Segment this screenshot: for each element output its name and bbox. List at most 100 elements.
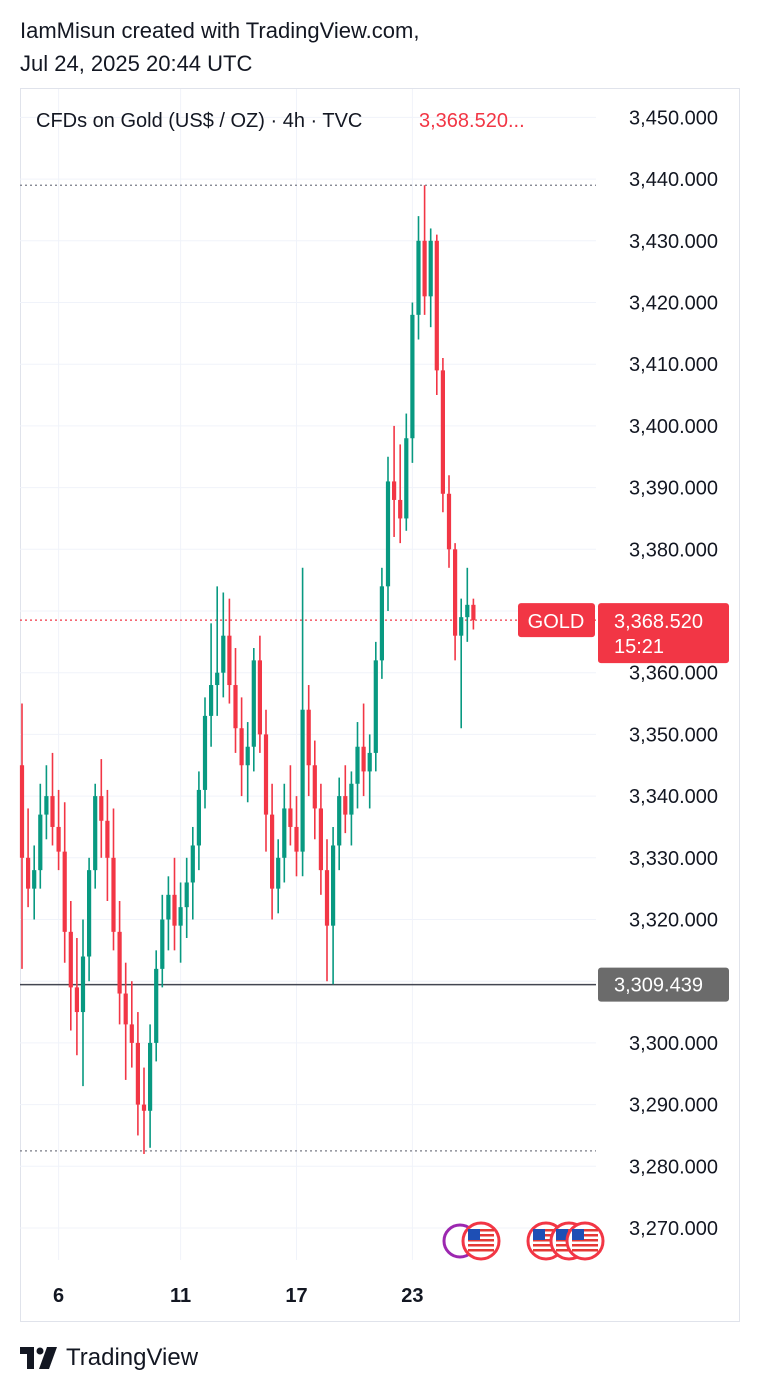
candle: [93, 783, 98, 889]
candle: [105, 789, 110, 901]
price-tick-label: 3,300.000: [629, 1033, 718, 1055]
level-price-badge: [598, 967, 729, 1002]
flag-canton: [533, 1229, 545, 1240]
candle: [379, 567, 384, 679]
flag-stripe: [468, 1249, 494, 1252]
candle-body: [135, 1042, 140, 1105]
footer: TradingView: [20, 1342, 198, 1374]
candle-body: [453, 549, 458, 636]
candle-body: [160, 919, 165, 969]
candle-body: [38, 814, 43, 871]
candle: [349, 771, 354, 846]
candle: [288, 765, 293, 846]
candle-body: [385, 481, 391, 587]
candle-body: [209, 685, 214, 716]
candle-body: [32, 870, 37, 889]
candle: [257, 635, 262, 753]
candle-body: [251, 660, 256, 747]
candle: [80, 919, 86, 1087]
candle: [385, 456, 391, 611]
candle: [123, 962, 128, 1080]
flag-stripe: [468, 1229, 494, 1232]
candle: [221, 592, 226, 698]
candle: [87, 857, 92, 982]
candle: [373, 641, 378, 772]
flag-us-icon: [565, 1221, 605, 1261]
candle: [276, 839, 281, 914]
symbol-name-badge: [518, 603, 595, 638]
price-tick-label: 3,380.000: [629, 539, 718, 561]
candle-body: [367, 752, 372, 772]
price-tick-label: 3,410.000: [629, 354, 718, 376]
candle: [135, 1012, 140, 1136]
candle-body: [190, 845, 195, 883]
flag-stripe: [572, 1229, 598, 1232]
candle: [50, 752, 55, 846]
grid-lines: [20, 89, 596, 1260]
candle: [355, 722, 360, 809]
candle: [154, 950, 159, 1062]
candle: [306, 685, 311, 797]
timestamp-line: Jul 24, 2025 20:44 UTC: [20, 51, 253, 76]
candle-body: [288, 808, 293, 827]
candle-body: [80, 956, 86, 1013]
flag-stripe: [468, 1234, 494, 1237]
candle-body: [227, 635, 232, 686]
candle: [166, 876, 171, 951]
time-axis: 6 11 17 23: [53, 1285, 423, 1307]
candle: [56, 789, 61, 871]
brand-name: TradingView: [66, 1344, 199, 1371]
candle: [361, 703, 366, 797]
candle-body: [331, 845, 336, 926]
chart-header: IamMisun created with TradingView.com, J…: [20, 14, 419, 80]
candle: [44, 765, 49, 840]
candle: [68, 900, 73, 1031]
candle: [172, 857, 177, 951]
price-tick-label: 3,270.000: [629, 1218, 718, 1240]
candle: [312, 740, 317, 840]
candle-body: [257, 660, 262, 735]
candle-body: [398, 499, 403, 519]
flag-stripe: [533, 1234, 559, 1237]
candle: [74, 938, 79, 1056]
time-tick-label: 6: [53, 1285, 64, 1307]
candle-body: [111, 857, 116, 932]
candle: [416, 216, 421, 340]
flag-canton: [556, 1229, 568, 1240]
candle: [270, 783, 275, 920]
candle: [26, 808, 31, 908]
candle: [129, 981, 134, 1068]
candle-body: [239, 728, 244, 766]
candle: [62, 802, 67, 963]
candle-body: [105, 820, 110, 858]
candle-body: [337, 796, 342, 846]
candle: [202, 697, 208, 809]
price-tick-label: 3,450.000: [629, 107, 718, 129]
chart-frame: [20, 88, 740, 1322]
flag-stripe: [533, 1244, 559, 1247]
candle-body: [263, 734, 269, 815]
candle-body: [361, 746, 366, 772]
candle: [184, 857, 189, 939]
price-tick-label: 3,430.000: [629, 231, 718, 253]
candle-body: [428, 240, 433, 297]
flag-canton: [468, 1229, 480, 1240]
candle: [190, 826, 195, 920]
candle: [410, 302, 415, 463]
candle: [343, 765, 348, 834]
candle-body: [87, 870, 92, 957]
candle: [422, 185, 427, 315]
price-labels: GOLD 3,368.520 15:21 3,309.439: [518, 603, 729, 1002]
candle-body: [129, 1024, 134, 1043]
candle: [453, 543, 458, 661]
price-tick-label: 3,350.000: [629, 724, 718, 746]
price-tick-label: 3,390.000: [629, 478, 718, 500]
candle: [428, 228, 433, 328]
symbol-name-label: GOLD: [528, 611, 585, 633]
candle-body: [465, 604, 470, 618]
current-price-badge: [598, 603, 729, 664]
candle-body: [404, 438, 409, 519]
candle: [209, 623, 214, 747]
candle-body: [355, 746, 360, 784]
